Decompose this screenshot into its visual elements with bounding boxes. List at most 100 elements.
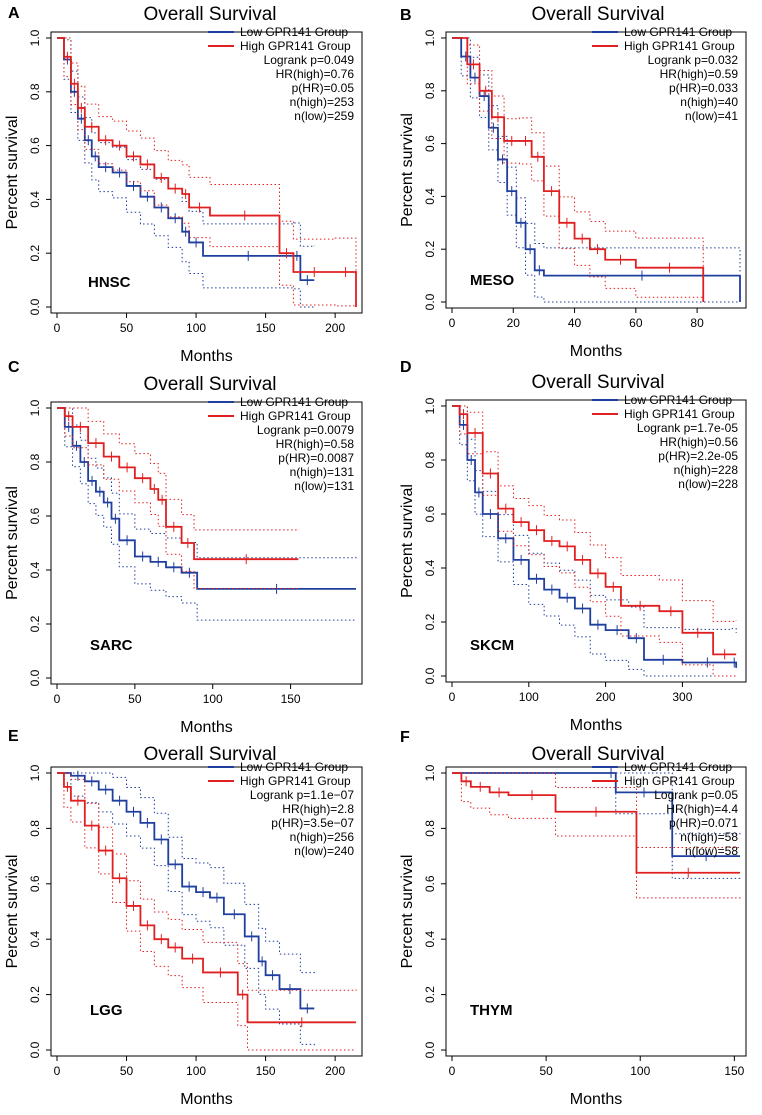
y-tick-label: 0.2 [28,986,42,1003]
y-tick-label: 0.8 [28,83,42,100]
y-tick-label: 0.4 [423,931,437,948]
x-tick-label: 100 [630,1064,650,1078]
y-axis-label: Percent survival [4,486,21,600]
ci-lower-high [57,407,299,590]
stat-line: HR(high)=4.4 [666,802,738,816]
y-tick-label: 0.4 [28,191,42,208]
y-tick-label: 1.0 [423,29,437,46]
y-tick-label: 0.6 [423,875,437,892]
cancer-label: LGG [90,1002,123,1019]
x-tick-label: 0 [54,1064,61,1078]
ci-upper-high [57,772,357,991]
stat-line: Logrank p=0.0079 [257,423,354,437]
x-tick-label: 50 [128,692,142,706]
survival-curve-low [57,772,315,1010]
y-tick-label: 0.6 [28,875,42,892]
x-axis-label: Months [180,719,232,736]
plot-frame [50,31,363,314]
y-tick-label: 0.4 [423,188,437,205]
y-tick-label: 1.0 [423,397,437,414]
y-tick-label: 0.0 [423,1041,437,1058]
survival-curve-low [452,772,740,857]
stat-line: p(HR)=0.033 [669,81,738,95]
panel-letter: C [8,359,20,376]
x-tick-label: 200 [596,690,616,704]
y-tick-label: 1.0 [28,29,42,46]
legend-label: High GPR141 Group [624,407,735,421]
legend-label: Low GPR141 Group [240,760,348,774]
plot-frame [50,766,363,1057]
panel-b: B Overall Survival 0 20 40 60 80 0.0 0.2 0.4 0.6 0.… [399,4,747,360]
stat-line: Logrank p=1.7e-05 [637,421,738,435]
ci-upper-high [452,772,741,849]
stat-line: n(low)=131 [294,479,354,493]
ci-lower-low [452,772,741,880]
x-tick-label: 100 [203,692,223,706]
x-tick-label: 200 [325,1064,345,1078]
x-tick-label: 50 [120,321,134,335]
stat-line: n(low)=41 [685,109,738,123]
ci-lower-high [452,772,741,899]
legend-label: High GPR141 Group [624,774,735,788]
chart-title: Overall Survival [143,374,276,395]
legend-label: Low GPR141 Group [240,395,348,409]
stat-line: n(high)=228 [674,463,739,477]
x-tick-label: 50 [539,1064,553,1078]
stat-line: Logrank p=0.05 [654,788,738,802]
panel-a: A Overall Survival 0 50 100 150 200 0.0 0.2 0.4 0.… [4,4,363,365]
stat-line: HR(high)=0.56 [660,435,739,449]
legend-label: High GPR141 Group [240,39,351,53]
stat-line: n(high)=131 [290,465,355,479]
y-axis-label: Percent survival [399,113,416,227]
survival-curve-low [452,37,741,302]
stat-line: HR(high)=0.76 [276,67,355,81]
panel-letter: D [400,359,412,376]
stat-line: Logrank p=0.049 [264,53,355,67]
stat-line: p(HR)=0.071 [669,816,738,830]
y-tick-label: 0.0 [423,667,437,684]
stat-line: n(low)=240 [294,844,354,858]
x-tick-label: 0 [449,1064,456,1078]
legend-label: Low GPR141 Group [624,25,732,39]
y-tick-label: 1.0 [28,399,42,416]
panel-e: E Overall Survival 0 50 100 150 200 0.0 0.2 0.4 0.… [4,728,363,1108]
y-tick-label: 0.2 [28,615,42,632]
x-tick-label: 150 [724,1064,744,1078]
stat-line: Logrank p=0.032 [648,53,739,67]
x-axis-label: Months [180,348,232,365]
ci-upper-high [57,37,357,273]
y-axis-label: Percent survival [4,116,21,230]
y-tick-label: 0.8 [28,453,42,470]
stat-line: n(high)=253 [290,95,355,109]
stat-line: n(high)=58 [680,830,738,844]
stat-line: n(low)=259 [294,109,354,123]
x-tick-label: 300 [672,690,692,704]
chart-title: Overall Survival [531,372,664,393]
y-tick-label: 0.8 [28,820,42,837]
legend-label: High GPR141 Group [240,774,351,788]
stat-line: p(HR)=3.5e−07 [271,816,354,830]
panel-letter: F [400,729,410,746]
y-axis-label: Percent survival [4,855,21,969]
y-tick-label: 1.0 [28,764,42,781]
stat-line: p(HR)=2.2e-05 [658,449,738,463]
x-axis-label: Months [570,717,622,734]
y-tick-label: 0.0 [28,298,42,315]
y-tick-label: 0.6 [28,137,42,154]
cancer-label: HNSC [88,274,131,291]
x-tick-label: 100 [519,690,539,704]
x-tick-label: 80 [690,316,704,330]
x-tick-label: 150 [281,692,301,706]
y-tick-label: 0.2 [28,245,42,262]
stat-line: p(HR)=0.05 [292,81,355,95]
x-tick-label: 150 [256,321,276,335]
panel-letter: E [8,728,19,745]
ci-upper-high [452,405,737,622]
legend-label: Low GPR141 Group [624,393,732,407]
y-tick-label: 0.0 [28,669,42,686]
y-axis-label: Percent survival [399,484,416,598]
panel-f: F Overall Survival 0 50 100 150 0.0 0.2 0.4 0.6 0.… [399,729,747,1108]
survival-curve-high [452,37,705,302]
y-tick-label: 1.0 [423,764,437,781]
